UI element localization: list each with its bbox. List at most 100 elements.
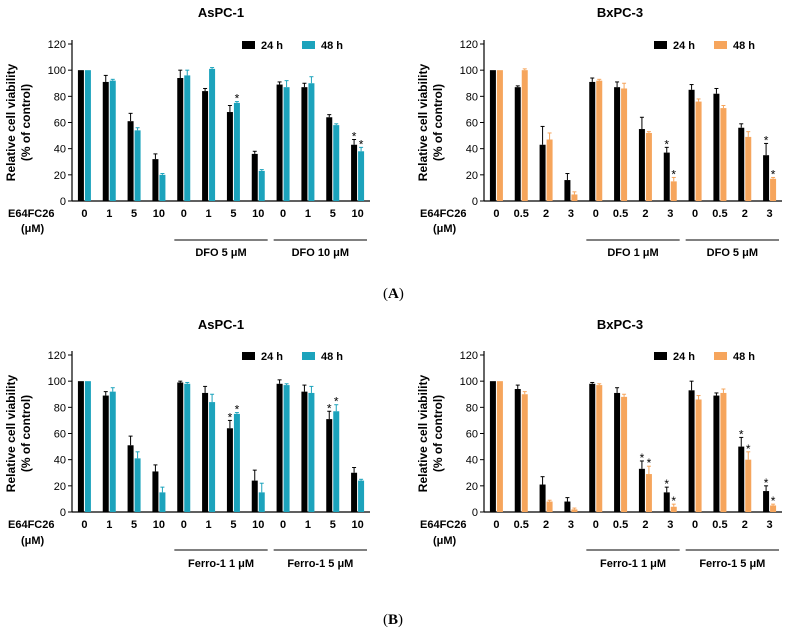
- group-label: DFO 10 μM: [292, 247, 349, 259]
- y-tick-label: 20: [466, 481, 478, 493]
- bar-24h: [539, 484, 546, 512]
- x-tick-label: 1: [305, 208, 311, 220]
- bar-24h: [564, 180, 571, 201]
- chart-3: AsPC-1 Relative cell viability (% of contr…: [4, 317, 370, 570]
- x-tick-label: 10: [351, 208, 363, 220]
- bar-48h: [184, 383, 191, 512]
- bar-48h: [358, 480, 365, 512]
- y-tick-label: 120: [48, 350, 66, 362]
- bar-48h: [233, 413, 240, 512]
- bar-24h: [489, 70, 496, 202]
- group-label: DFO 1 μM: [607, 247, 658, 259]
- bar-48h: [283, 87, 290, 201]
- significance-star: *: [664, 477, 669, 491]
- y-tick-label: 60: [54, 429, 66, 441]
- x-tick-label: 0: [280, 519, 286, 531]
- bar-24h: [763, 155, 770, 201]
- group-label: DFO 5 μM: [195, 247, 246, 259]
- bar-48h: [184, 75, 191, 201]
- bar-48h: [720, 108, 727, 201]
- x-tick-label: 3: [568, 208, 574, 220]
- y-tick-label: 40: [466, 144, 478, 156]
- x-tick-label: 0.5: [613, 208, 628, 220]
- bar-24h: [177, 78, 184, 201]
- y-tick-label: 80: [466, 91, 478, 103]
- y-axis-label: Relative cell viability: [4, 63, 18, 181]
- significance-star: *: [327, 401, 332, 415]
- x-tick-label: 1: [206, 519, 212, 531]
- x-tick-label: 1: [106, 519, 112, 531]
- bar-24h: [276, 383, 283, 512]
- bar-24h: [152, 159, 159, 201]
- x-tick-label: 2: [742, 519, 748, 531]
- y-tick-label: 20: [54, 481, 66, 493]
- bar-48h: [333, 125, 340, 201]
- x-tick-label: 1: [206, 208, 212, 220]
- x-tick-label: 0: [493, 208, 499, 220]
- legend-label-48h: 48 h: [733, 40, 755, 52]
- bar-48h: [621, 396, 628, 512]
- bar-48h: [645, 132, 652, 201]
- x-tick-label: 0: [81, 519, 87, 531]
- bar-24h: [489, 381, 496, 512]
- bar-24h: [589, 383, 596, 512]
- bar-48h: [695, 399, 702, 512]
- x-tick-label: 3: [667, 208, 673, 220]
- x-tick-label: 0: [593, 519, 599, 531]
- y-tick-label: 0: [60, 507, 66, 519]
- bar-48h: [571, 194, 578, 201]
- legend-swatch-48h: [714, 41, 727, 49]
- row-unit: (μM): [433, 223, 457, 235]
- bar-24h: [663, 492, 670, 512]
- y-tick-label: 120: [48, 39, 66, 51]
- bar-24h: [638, 129, 645, 201]
- bar-48h: [695, 101, 702, 201]
- legend-swatch-48h: [714, 352, 727, 360]
- significance-star: *: [771, 167, 776, 181]
- y-axis-label: Relative cell viability: [4, 374, 18, 492]
- significance-star: *: [352, 130, 357, 144]
- significance-star: *: [647, 456, 652, 470]
- bar-48h: [546, 139, 553, 201]
- bar-48h: [134, 130, 141, 201]
- bar-24h: [202, 392, 209, 512]
- y-tick-label: 80: [466, 402, 478, 414]
- x-tick-label: 1: [106, 208, 112, 220]
- bar-48h: [159, 174, 166, 201]
- bar-48h: [621, 88, 628, 201]
- bar-24h: [514, 389, 521, 512]
- bar-48h: [308, 83, 315, 201]
- bar-24h: [564, 501, 571, 512]
- bar-24h: [351, 472, 358, 512]
- y-axis-label-unit: (% of control): [431, 84, 445, 161]
- row-label: E64FC26: [420, 208, 466, 220]
- row-label: E64FC26: [8, 208, 54, 220]
- bar-48h: [258, 492, 265, 512]
- significance-star: *: [771, 494, 776, 508]
- bar-24h: [326, 117, 333, 201]
- x-tick-label: 2: [742, 208, 748, 220]
- y-axis-label-unit: (% of control): [19, 84, 33, 161]
- bar-48h: [258, 170, 265, 201]
- bar-48h: [84, 381, 91, 512]
- x-tick-label: 5: [131, 208, 137, 220]
- significance-star: *: [746, 442, 751, 456]
- chart-4: BxPC-3 Relative cell viability (% of contr…: [416, 317, 782, 570]
- chart-title: AsPC-1: [198, 317, 244, 332]
- bar-24h: [102, 395, 109, 512]
- significance-star: *: [671, 167, 676, 181]
- bar-48h: [670, 506, 677, 512]
- bar-48h: [134, 458, 141, 512]
- y-tick-label: 20: [54, 170, 66, 182]
- y-tick-label: 80: [54, 402, 66, 414]
- bar-48h: [546, 501, 553, 512]
- bar-48h: [596, 80, 603, 201]
- x-tick-label: 0.5: [712, 519, 727, 531]
- x-tick-label: 5: [131, 519, 137, 531]
- bar-24h: [326, 419, 333, 512]
- legend-label-48h: 48 h: [733, 351, 755, 363]
- bar-48h: [596, 385, 603, 512]
- group-label: Ferro-1 1 μM: [188, 558, 254, 570]
- bar-24h: [614, 87, 621, 201]
